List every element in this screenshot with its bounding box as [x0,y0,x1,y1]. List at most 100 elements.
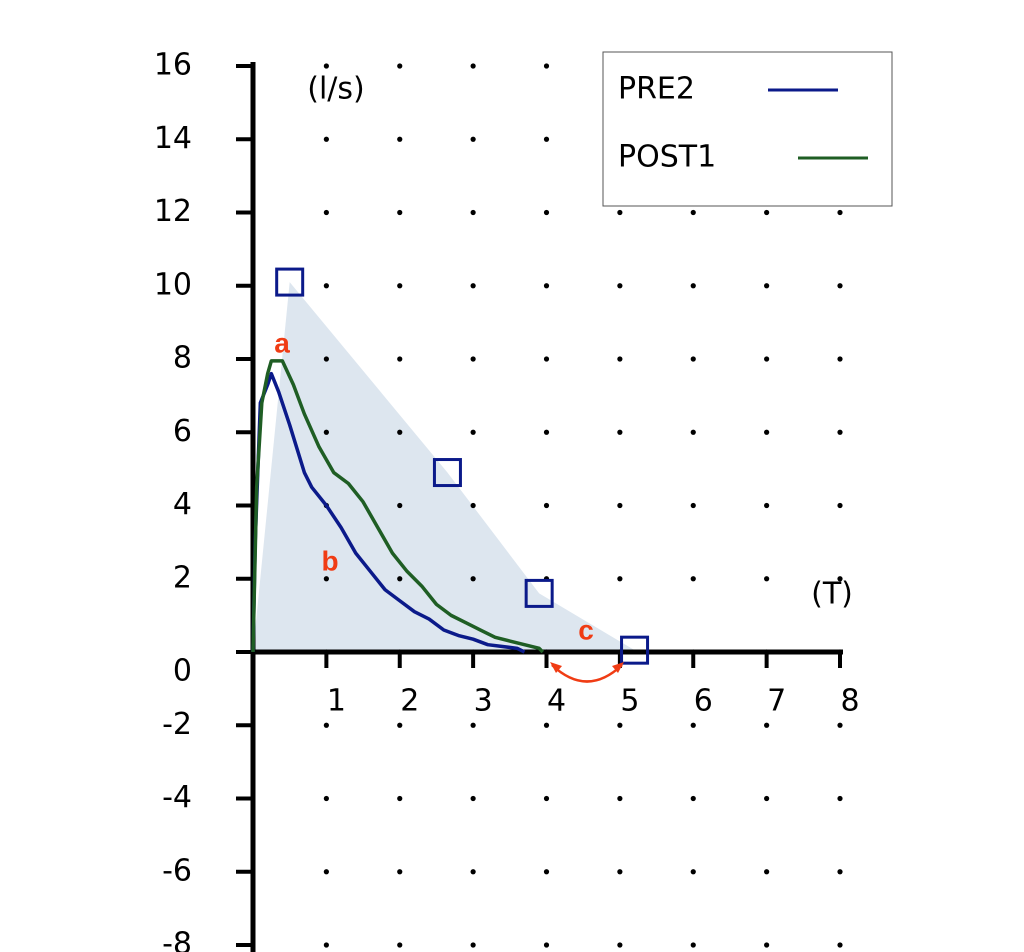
grid-dot [690,795,696,802]
grid-dot [764,429,770,435]
x-tick-label: 6 [694,684,713,719]
grid-dot [764,502,770,509]
grid-dot [837,576,843,582]
square-marker [275,267,305,297]
grid-dot [690,502,696,509]
grid-dot [543,356,550,362]
grid-dot [323,136,329,142]
grid-dot [617,356,623,362]
y-tick-label: -6 [162,853,192,888]
arrow-head [550,662,562,673]
grid-dot [543,502,550,509]
grid-dot [323,283,329,289]
y-tick-label: 4 [173,487,192,522]
grid-dot [690,429,696,435]
grid-dot [617,869,623,875]
x-axis-label: (T) [811,577,853,612]
grid-dot [397,502,403,509]
grid-dot [543,942,550,948]
grid-dot [837,283,843,289]
grid-dot [764,576,770,582]
x-tick-label: 1 [327,684,346,719]
annotation: c [578,614,594,645]
grid-dot [690,356,696,362]
x-tick-label: 2 [400,684,419,719]
grid-dot [397,283,403,289]
grid-dot [397,209,403,216]
grid-dot [543,722,550,728]
grid-dot [690,942,696,948]
grid-dot [543,209,550,216]
grid-dot [470,576,476,582]
grid-dot [470,429,476,435]
grid-dot [543,63,550,69]
grid-dot [397,722,403,728]
grid-dot [690,869,696,875]
x-tick-label: 7 [767,684,786,719]
y-tick-label: 0 [173,654,192,689]
y-tick-label: -8 [162,927,192,952]
grid-dot [323,356,329,362]
grid-dot [397,429,403,435]
grid-dot [323,209,329,216]
data-line [251,371,526,654]
grid-dot [837,209,843,216]
square-marker [524,578,554,608]
grid-dot [397,63,403,69]
grid-dot [837,356,843,362]
y-tick-label: 6 [173,414,192,449]
grid-dot [543,795,550,802]
grid-dot [764,942,770,948]
y-tick-label: -4 [162,780,192,815]
grid-dot [764,283,770,289]
grid-dot [543,136,550,142]
y-tick-label: 2 [173,560,192,595]
grid-dot [397,356,403,362]
shaded-region [253,282,635,652]
grid-dot [764,795,770,802]
grid-dot [323,942,329,948]
grid-dot [690,209,696,216]
grid-dot [764,356,770,362]
grid-dot [543,869,550,875]
y-tick-label: 16 [154,48,192,83]
grid-dot [690,722,696,728]
grid-dot [690,283,696,289]
legend-box [602,51,893,207]
y-tick-label: 14 [154,121,192,156]
grid-dot [617,942,623,948]
grid-dot [764,722,770,728]
y-tick-label: -2 [162,707,192,742]
y-tick-label: 8 [173,341,192,376]
x-tick-label: 5 [620,684,639,719]
grid-dot [470,136,476,142]
grid-dot [323,576,329,582]
grid-dot [323,869,329,875]
grid-dot [470,356,476,362]
grid-dot [690,576,696,582]
grid-dot [323,722,329,728]
annotation: b [321,545,338,576]
grid-dot [470,795,476,802]
y-axis-label: (l/s) [307,72,364,107]
legend-label: POST1 [618,140,716,175]
grid-dot [617,283,623,289]
grid-dot [470,869,476,875]
grid-dot [397,136,403,142]
grid-dot [837,502,843,509]
x-tick-label: 8 [840,684,859,719]
grid-dot [543,429,550,435]
grid-dot [323,795,329,802]
square-marker [620,635,650,665]
annotation: a [274,327,290,358]
grid-dot [764,209,770,216]
grid-dot [617,722,623,728]
grid-dot [617,209,623,216]
square-marker [432,458,462,488]
grid-dot [470,942,476,948]
grid-dot [397,869,403,875]
grid-dot [397,795,403,802]
grid-dot [617,502,623,509]
